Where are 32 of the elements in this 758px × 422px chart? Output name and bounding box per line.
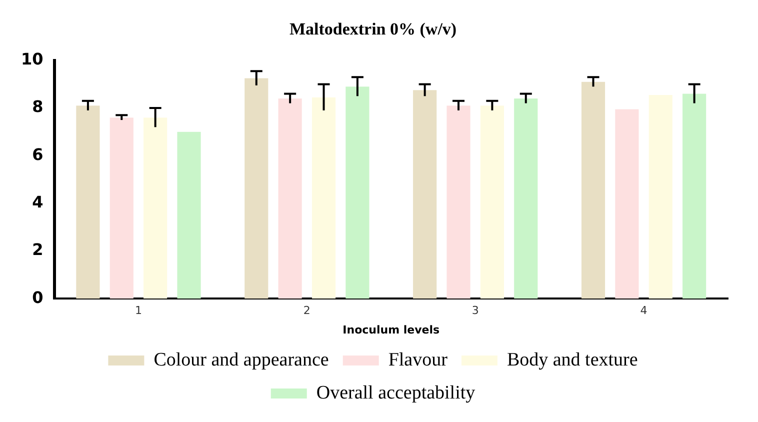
bar [110,118,134,299]
legend-label: Colour and appearance [154,349,329,370]
bar [446,106,470,299]
y-tick-label: 0 [32,288,44,307]
chart-title: Maltodextrin 0% (w/v) [289,20,457,39]
bar [312,97,336,299]
y-tick-label: 10 [21,50,44,69]
bar [244,78,268,299]
bar [144,118,168,299]
bar [346,86,370,299]
bar [581,82,606,299]
bar [615,109,639,299]
x-tick-label: 3 [472,304,479,318]
bar [682,94,706,299]
bar [514,98,538,299]
bar [278,98,302,299]
y-tick-label: 4 [32,192,44,212]
y-tick-label: 2 [32,240,44,260]
x-axis-title: Inoculum levels [342,323,440,336]
x-tick-label: 4 [640,304,648,318]
x-tick-label: 1 [134,304,142,318]
bar [648,94,672,299]
legend-label: Overall acceptability [316,382,476,404]
y-tick-label: 8 [32,97,44,116]
bar [76,106,100,299]
y-tick-label: 6 [32,144,44,164]
x-tick-label: 2 [303,304,310,318]
bar [413,90,437,299]
legend-label: Body and texture [506,349,638,370]
legend-label: Flavour [388,349,448,370]
bar [480,106,504,299]
bar [177,132,201,299]
